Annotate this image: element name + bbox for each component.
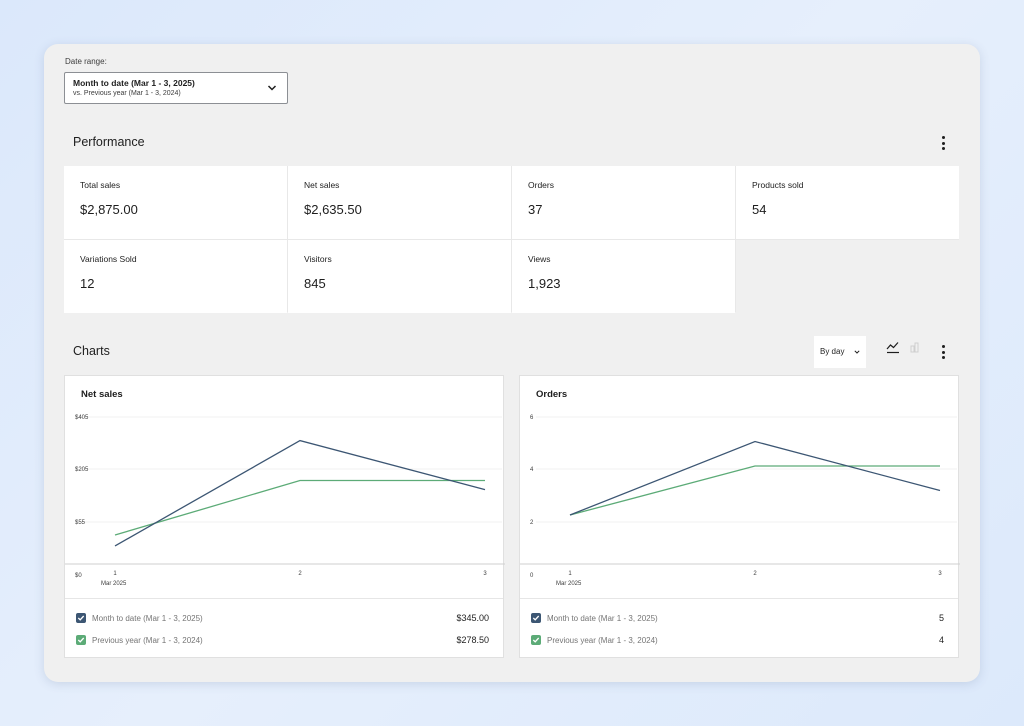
tile-value: $2,875.00	[80, 202, 138, 217]
x-tick-label: 3	[483, 571, 487, 577]
x-sublabel: Mar 2025	[101, 581, 127, 587]
legend-value: $278.50	[456, 635, 489, 645]
legend-item-previous[interactable]: Previous year (Mar 1 - 3, 2024) 4	[531, 633, 944, 647]
tile-total-sales[interactable]: Total sales $2,875.00	[64, 166, 287, 239]
x-tick-label: 2	[298, 571, 302, 577]
checkbox-checked-icon[interactable]	[76, 613, 86, 623]
series-line-current	[114, 439, 486, 547]
orders-chart: 6 4 2 0 1 2 3 Mar 2025	[520, 415, 960, 587]
performance-grid: Total sales $2,875.00 Net sales $2,635.5…	[64, 166, 959, 313]
tile-value: 12	[80, 276, 95, 291]
performance-more-icon[interactable]	[941, 136, 945, 150]
date-range-label: Date range:	[65, 57, 107, 66]
y-tick-label: $55	[75, 520, 86, 526]
chevron-down-icon	[267, 85, 277, 91]
x-tick-label: 1	[568, 571, 572, 577]
orders-chart-card: Orders 6 4 2 0 1 2 3 Mar 2025 Month to date (Ma…	[519, 375, 960, 658]
analytics-panel: Date range: Month to date (Mar 1 - 3, 20…	[44, 44, 980, 682]
line-chart-icon[interactable]	[886, 340, 900, 354]
x-tick-label: 1	[113, 571, 117, 577]
date-range-compare: vs. Previous year (Mar 1 - 3, 2024)	[73, 90, 181, 97]
y-tick-label: $0	[75, 573, 82, 579]
legend-item-current[interactable]: Month to date (Mar 1 - 3, 2025) 5	[531, 611, 944, 625]
bar-chart-icon[interactable]	[910, 341, 922, 353]
tile-label: Visitors	[304, 254, 332, 264]
chart-legend: Month to date (Mar 1 - 3, 2025) $345.00 …	[65, 598, 503, 658]
tile-label: Orders	[528, 180, 554, 190]
tile-label: Variations Sold	[80, 254, 137, 264]
legend-item-previous[interactable]: Previous year (Mar 1 - 3, 2024) $278.50	[76, 633, 489, 647]
tile-net-sales[interactable]: Net sales $2,635.50	[288, 166, 511, 239]
x-tick-label: 2	[753, 571, 757, 577]
tile-views[interactable]: Views 1,923	[512, 240, 735, 313]
series-line-previous	[569, 465, 940, 516]
x-sublabel: Mar 2025	[556, 581, 582, 587]
legend-label: Previous year (Mar 1 - 3, 2024)	[547, 635, 658, 645]
y-tick-label: $405	[75, 415, 89, 421]
x-tick-label: 3	[938, 571, 942, 577]
y-tick-label: 4	[530, 467, 534, 473]
checkbox-checked-icon[interactable]	[76, 635, 86, 645]
legend-value: 5	[938, 613, 944, 623]
checkbox-checked-icon[interactable]	[531, 635, 541, 645]
performance-title: Performance	[73, 135, 145, 149]
tile-label: Total sales	[80, 180, 121, 190]
legend-label: Month to date (Mar 1 - 3, 2025)	[92, 613, 203, 623]
tile-value: $2,635.50	[304, 202, 362, 217]
tile-orders[interactable]: Orders 37	[512, 166, 735, 239]
y-tick-label: 2	[530, 520, 534, 526]
chevron-down-icon	[854, 350, 860, 354]
interval-select[interactable]: By day	[814, 336, 866, 368]
series-line-current	[569, 440, 941, 516]
chart-title: Net sales	[81, 389, 123, 400]
y-tick-label: $205	[75, 467, 89, 473]
net-sales-chart: $405 $205 $55 $0 1 2 3 Mar 2025	[65, 415, 505, 587]
legend-item-current[interactable]: Month to date (Mar 1 - 3, 2025) $345.00	[76, 611, 489, 625]
net-sales-chart-card: Net sales $405 $205 $55 $0 1 2 3 Mar 2025 Month…	[64, 375, 505, 658]
tile-label: Net sales	[304, 180, 340, 190]
y-tick-label: 6	[530, 415, 534, 421]
date-range-main: Month to date (Mar 1 - 3, 2025)	[73, 78, 195, 88]
legend-label: Month to date (Mar 1 - 3, 2025)	[547, 613, 658, 623]
tile-empty	[736, 240, 959, 313]
legend-value: $345.00	[456, 613, 489, 623]
legend-label: Previous year (Mar 1 - 3, 2024)	[92, 635, 203, 645]
tile-visitors[interactable]: Visitors 845	[288, 240, 511, 313]
chart-title: Orders	[536, 389, 568, 400]
charts-title: Charts	[73, 344, 110, 358]
charts-more-icon[interactable]	[941, 345, 945, 359]
series-line-previous	[114, 479, 485, 536]
chart-legend: Month to date (Mar 1 - 3, 2025) 5 Previo…	[520, 598, 958, 658]
interval-label: By day	[820, 347, 845, 356]
checkbox-checked-icon[interactable]	[531, 613, 541, 623]
date-range-selector[interactable]: Month to date (Mar 1 - 3, 2025) vs. Prev…	[64, 72, 288, 104]
y-tick-label: 0	[530, 573, 534, 579]
tile-value: 1,923	[528, 276, 561, 291]
tile-variations-sold[interactable]: Variations Sold 12	[64, 240, 287, 313]
tile-products-sold[interactable]: Products sold 54	[736, 166, 959, 239]
tile-value: 845	[304, 276, 326, 291]
tile-label: Views	[528, 254, 551, 264]
legend-value: 4	[938, 635, 944, 645]
tile-value: 37	[528, 202, 543, 217]
tile-label: Products sold	[752, 180, 804, 190]
tile-value: 54	[752, 202, 767, 217]
